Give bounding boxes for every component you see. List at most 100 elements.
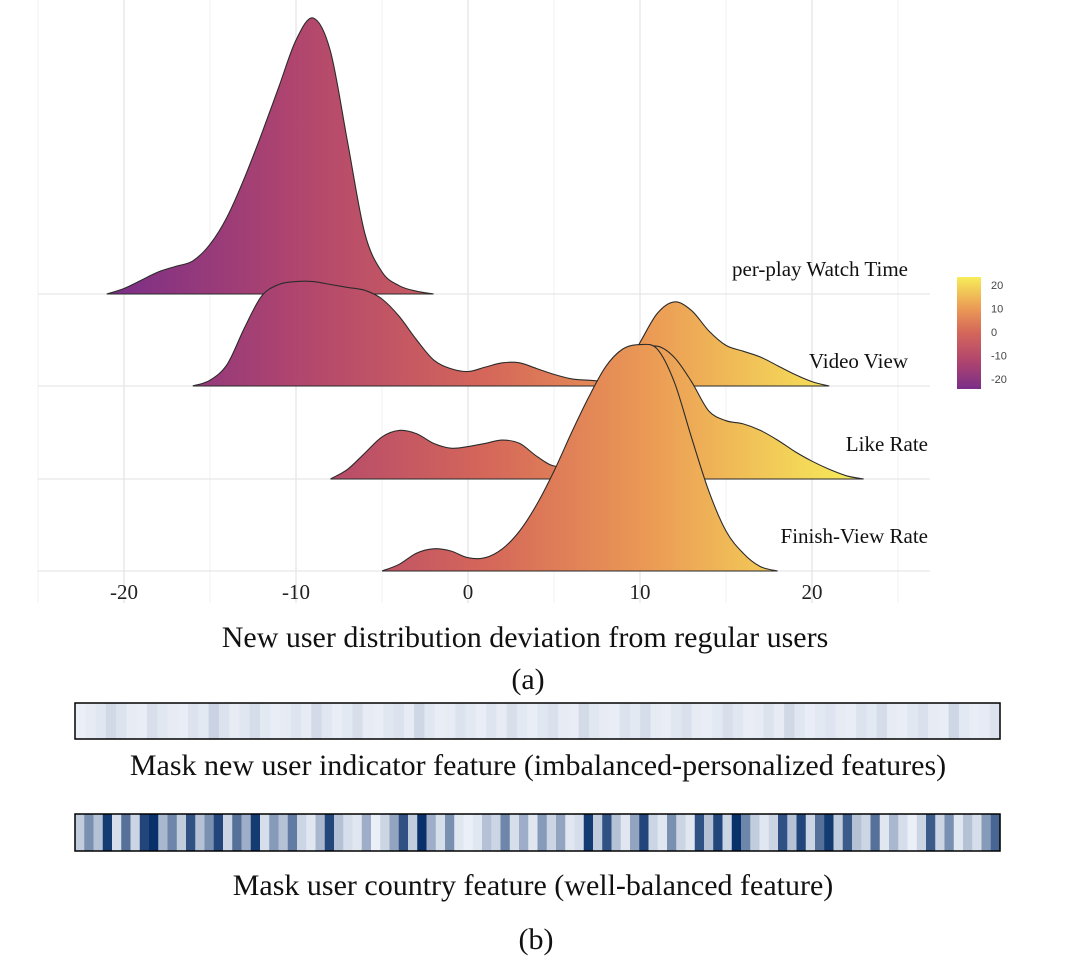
heatmap-cell — [116, 703, 127, 739]
heatmap-cell — [917, 703, 929, 739]
heatmap-cell — [198, 703, 210, 739]
heatmap-cell — [599, 703, 611, 739]
heatmap-cell — [889, 814, 899, 851]
heatmap-cell — [177, 703, 189, 739]
heatmap-cell — [784, 703, 796, 739]
ridge-3 — [381, 343, 778, 572]
ridge-area — [382, 344, 778, 571]
heatmap-cell — [95, 703, 107, 739]
heatmap-cell — [130, 814, 141, 851]
heatmap-cell — [84, 814, 95, 851]
heatmap-cell — [741, 814, 751, 851]
heatmap-cell — [223, 814, 233, 851]
grid-lines — [37, 0, 930, 603]
heatmap-cell — [879, 814, 890, 851]
heatmap-cell — [239, 703, 251, 739]
heatmap-cell — [796, 814, 807, 851]
heatmap-cell — [213, 814, 224, 851]
heatmap-cell — [787, 814, 798, 851]
heatmap-cell — [593, 814, 603, 851]
heatmap-cell — [773, 703, 785, 739]
heatmap-cell — [445, 814, 455, 851]
heatmap-cell — [260, 703, 271, 739]
heatmap-cell — [713, 814, 724, 851]
heatmap-cell — [311, 703, 323, 739]
heatmap-cell — [944, 814, 955, 851]
heatmap-cell — [241, 814, 252, 851]
heatmap-cell — [870, 814, 881, 851]
heatmap-cell — [639, 814, 650, 851]
heatmap-cell — [315, 814, 326, 851]
ridge-labels: per-play Watch Time Video View Like Rate Fi… — [732, 257, 928, 548]
heatmap-cell — [167, 703, 179, 739]
heatmap-cell — [324, 814, 335, 851]
heatmap-cell — [331, 703, 343, 739]
heatmap-cell — [660, 703, 672, 739]
heatmap-cell — [750, 814, 761, 851]
heatmap-cell — [506, 703, 518, 739]
color-legend-tick-label: -20 — [991, 374, 1007, 386]
heatmap-cell — [408, 814, 418, 851]
heatmap-user-country — [74, 813, 1001, 852]
heatmap-cell — [928, 703, 939, 739]
heatmap-cell — [815, 703, 826, 739]
heatmap-cell — [403, 703, 415, 739]
heatmap-cell — [270, 703, 282, 739]
heatmap-cell — [373, 703, 384, 739]
heatmap-cell — [732, 703, 744, 739]
ridge-0 — [106, 17, 434, 295]
heatmap-cell — [195, 814, 206, 851]
heatmap-cell — [139, 814, 150, 851]
heatmap-cell — [297, 814, 307, 851]
heatmap-cell — [979, 703, 991, 739]
heatmap-new-user-indicator — [74, 702, 1001, 740]
ridge-outline — [381, 343, 778, 572]
heatmap-cell — [547, 703, 559, 739]
heatmap-cell — [833, 814, 844, 851]
heatmap-cell — [232, 814, 243, 851]
ridge-1 — [192, 280, 830, 387]
color-legend-tick-label: 10 — [991, 304, 1003, 316]
heatmap-cell — [204, 814, 215, 851]
heatmap-cell — [496, 703, 508, 739]
heatmap-cell — [650, 703, 662, 739]
heatmap-cell — [691, 703, 703, 739]
heatmap-cell — [500, 814, 511, 851]
heatmap-cell — [93, 814, 104, 851]
heatmap-cell — [342, 703, 354, 739]
ridge-area — [106, 17, 434, 294]
heatmap-cell — [676, 814, 687, 851]
heatmap-cell — [701, 703, 713, 739]
heatmap-cell — [519, 814, 529, 851]
heatmap-cell — [352, 703, 364, 739]
color-legend-tick-label: 20 — [991, 280, 1003, 292]
heatmap-cell — [546, 814, 557, 851]
heatmap-cell — [972, 814, 983, 851]
heatmap-cell — [907, 703, 919, 739]
ridge-outline — [192, 280, 830, 387]
heatmap-cell — [509, 814, 520, 851]
heatmap-cell — [989, 703, 1001, 739]
heatmap-cell — [935, 814, 946, 851]
x-tick-label: -10 — [282, 580, 310, 604]
heatmap-cell — [722, 814, 733, 851]
heatmap-cell — [640, 703, 652, 739]
heatmap-cell — [722, 703, 734, 739]
heatmap-cell — [763, 703, 775, 739]
heatmap-cell — [565, 814, 576, 851]
heatmap-cell — [609, 703, 621, 739]
heatmap-cell — [528, 814, 539, 851]
heatmap-cell — [102, 814, 113, 851]
heatmap-cell — [149, 814, 159, 851]
x-axis-ticks: -20 -10 0 10 20 — [110, 580, 823, 604]
heatmap-cell — [218, 703, 230, 739]
heatmap-cell — [105, 703, 117, 739]
heatmap-cell — [537, 703, 549, 739]
heatmap-cell — [434, 703, 446, 739]
heatmap-cell — [334, 814, 344, 851]
ridge-area — [330, 345, 864, 479]
heatmap-cell — [852, 814, 862, 851]
heatmap-cell — [876, 703, 888, 739]
heatmap-cell — [805, 814, 816, 851]
heatmap-cell — [417, 814, 428, 851]
